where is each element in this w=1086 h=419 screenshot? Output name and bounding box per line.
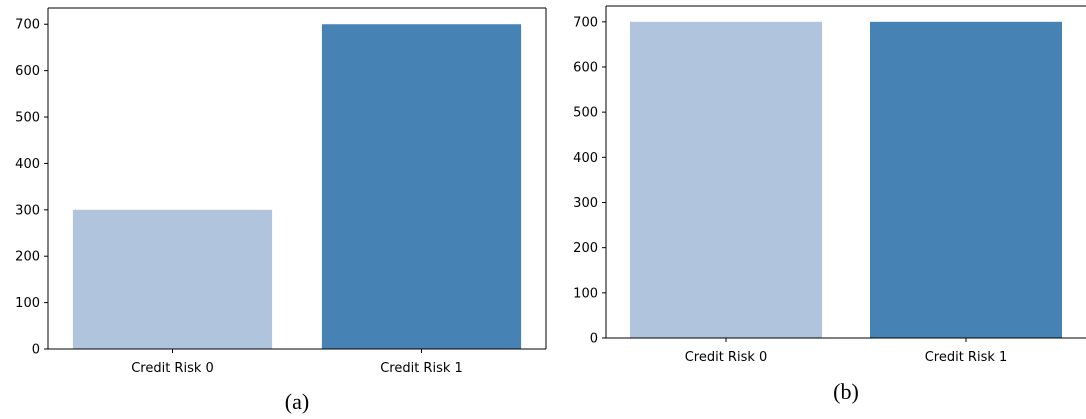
bar-credit-risk-0 — [630, 21, 822, 339]
y-tick-label: 200 — [15, 250, 40, 265]
chart-panel-b: 0 100 200 300 400 500 600 700 Credit Risk 0 Credi… — [573, 5, 1086, 404]
panel-caption: (b) — [833, 379, 859, 404]
bar-credit-risk-1 — [321, 24, 522, 349]
y-tick-label: 400 — [15, 157, 40, 172]
y-tick-label: 400 — [573, 151, 598, 166]
y-tick-label: 0 — [32, 343, 40, 358]
y-tick-label: 100 — [15, 296, 40, 311]
y-tick-label: 500 — [573, 106, 598, 121]
x-tick-label: Credit Risk 1 — [925, 350, 1008, 365]
y-tick-label: 300 — [15, 203, 40, 218]
y-tick-label: 700 — [15, 18, 40, 33]
y-tick-label: 700 — [573, 15, 598, 30]
panel-caption: (a) — [285, 389, 309, 414]
y-tick-label: 600 — [573, 60, 598, 75]
x-tick-label: Credit Risk 0 — [131, 361, 214, 376]
bar-credit-risk-0 — [72, 209, 273, 349]
y-tick-label: 200 — [573, 241, 598, 256]
x-tick-label: Credit Risk 1 — [380, 361, 463, 376]
y-tick-label: 500 — [15, 111, 40, 126]
x-tick-label: Credit Risk 0 — [685, 350, 768, 365]
y-tick-label: 300 — [573, 196, 598, 211]
bar-credit-risk-1 — [870, 21, 1062, 339]
y-tick-label: 600 — [15, 64, 40, 79]
y-tick-label: 0 — [590, 332, 598, 347]
chart-panel-a: 0 100 200 300 400 500 600 700 Credit Risk 0 Credi… — [15, 7, 547, 414]
y-tick-label: 100 — [573, 286, 598, 301]
